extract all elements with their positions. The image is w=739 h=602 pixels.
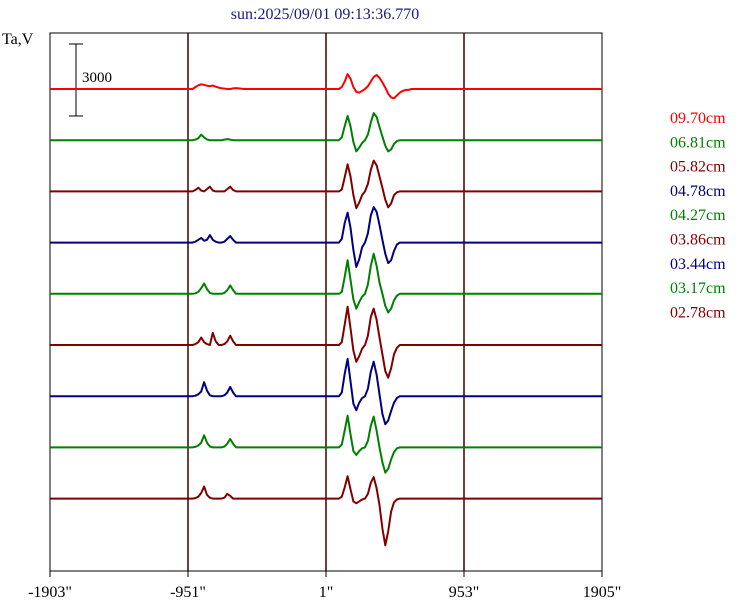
series-line-05.82cm [50,159,602,210]
series-line-09.70cm [50,73,602,100]
legend-entry-4: 04.27cm [670,207,726,224]
series-line-03.17cm [50,414,602,474]
scale-bar [69,43,83,117]
x-tick-label-4: 1905" [583,584,622,601]
legend-entry-1: 06.81cm [670,134,726,151]
series-line-03.86cm [50,305,602,379]
legend-entry-8: 02.78cm [670,304,726,321]
series-line-04.27cm [50,252,602,314]
x-tick-label-2: 1" [319,584,334,601]
legend-entry-0: 09.70cm [670,110,726,127]
series-line-02.78cm [50,475,602,547]
scale-bar-label: 3000 [82,70,112,86]
series-line-03.44cm [50,357,602,426]
legend-entry-2: 05.82cm [670,159,726,176]
x-tick-label-1: -951" [170,584,206,601]
legend-entry-3: 04.78cm [670,183,726,200]
legend-entry-5: 03.86cm [670,232,726,249]
legend-entry-6: 03.44cm [670,256,726,273]
x-tick-label-0: -1903" [28,584,72,601]
x-tick-label-3: 953" [449,584,480,601]
y-axis-label: Ta,V [2,31,34,48]
chart-title: sun:2025/09/01 09:13:36.770 [231,6,419,23]
legend-entry-7: 03.17cm [670,280,726,297]
series-line-06.81cm [50,112,602,153]
series-line-04.78cm [50,206,602,268]
